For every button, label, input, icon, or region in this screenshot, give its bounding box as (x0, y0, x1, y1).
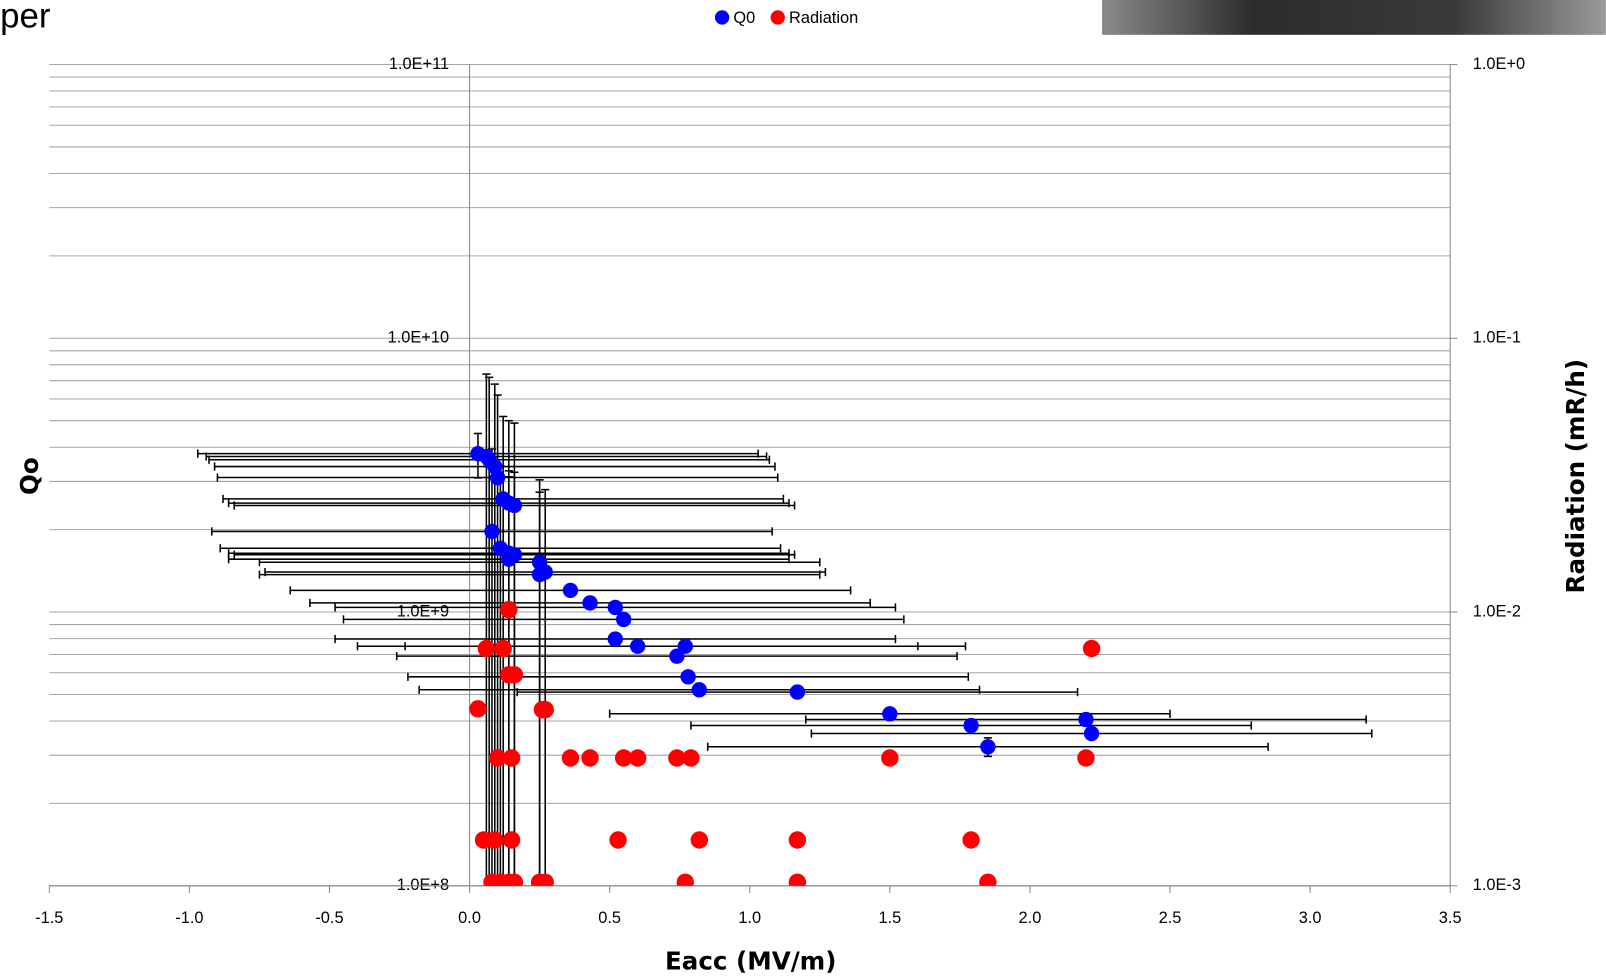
point (690, 831, 709, 849)
point (963, 717, 979, 734)
y-tick-label: 1.0E+11 (389, 55, 449, 73)
point (1078, 711, 1094, 728)
x-tick-label: 1.5 (878, 909, 901, 927)
y-error-bar (510, 471, 519, 886)
point (500, 600, 518, 619)
point (628, 749, 647, 767)
point (486, 831, 504, 849)
point (561, 749, 580, 767)
y2-tick-label: 1.0E+0 (1473, 55, 1525, 73)
x-tick-label: 2.0 (1019, 909, 1042, 927)
point (615, 611, 632, 628)
point (614, 749, 633, 767)
y2-axis-title: Radiation (mR/h) (1561, 359, 1590, 594)
y2-tick-label: 1.0E-3 (1473, 876, 1521, 894)
point (788, 831, 807, 849)
point (789, 684, 806, 700)
y2-tick-label: 1.0E-1 (1473, 329, 1521, 347)
point (484, 523, 500, 540)
point (562, 582, 579, 599)
point (788, 873, 807, 886)
point (582, 595, 598, 611)
point (506, 497, 523, 514)
point (881, 749, 899, 767)
y-tick-label: 1.0E+10 (388, 329, 449, 347)
point (677, 638, 693, 654)
y2-tick-label: 1.0E-2 (1473, 602, 1521, 620)
point (1077, 749, 1095, 767)
point (505, 873, 524, 886)
point (502, 831, 521, 849)
legend-marker (770, 10, 785, 25)
legend-label: Q0 (733, 9, 755, 27)
legend-marker (714, 10, 730, 25)
point (1083, 725, 1100, 742)
point (668, 749, 686, 767)
x-tick-label: 1.0 (738, 909, 761, 927)
point (962, 831, 980, 849)
point (489, 469, 506, 486)
x-tick-label: 0.5 (598, 909, 621, 927)
point (536, 700, 554, 719)
header-fragment: per (0, 0, 51, 36)
point (505, 666, 524, 684)
point (477, 639, 496, 658)
point (607, 599, 623, 616)
x-tick-label: 2.5 (1159, 909, 1182, 927)
x-tick-label: 3.0 (1299, 909, 1322, 927)
point (531, 566, 548, 583)
y-tick-label: 1.0E+9 (397, 602, 449, 620)
x-tick-label: 3.5 (1439, 909, 1462, 927)
point (979, 873, 997, 886)
point (469, 700, 487, 718)
x-tick-label: 0.0 (458, 909, 481, 927)
photo (1102, 0, 1606, 35)
point (680, 669, 696, 685)
point (629, 638, 646, 654)
point (676, 873, 695, 886)
point (488, 749, 507, 767)
x-tick-label: -0.5 (315, 909, 343, 927)
point (501, 551, 517, 567)
point (882, 706, 898, 722)
point (502, 749, 521, 767)
y-axis-title: Qo (15, 457, 44, 495)
point (581, 749, 599, 767)
point (609, 831, 627, 849)
point (607, 631, 623, 647)
y-tick-label: 1.0E+8 (397, 876, 449, 894)
point (691, 682, 707, 698)
point (682, 749, 700, 767)
point (1082, 639, 1101, 658)
legend: Q0 Radiation (714, 9, 858, 27)
y-error-bar (487, 448, 497, 886)
point (494, 639, 512, 658)
point (980, 739, 996, 755)
x-axis-title: Eacc (MV/m) (665, 947, 837, 976)
plot-area (197, 373, 1373, 886)
x-tick-label: -1.0 (175, 909, 203, 927)
point (536, 873, 554, 886)
legend-label: Radiation (789, 9, 858, 27)
x-tick-label: -1.5 (35, 909, 63, 927)
